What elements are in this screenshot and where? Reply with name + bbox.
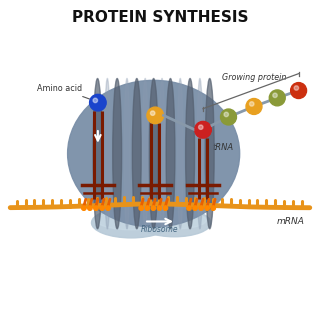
Circle shape [250, 102, 254, 106]
Circle shape [163, 206, 168, 210]
Circle shape [88, 206, 92, 210]
Circle shape [205, 206, 209, 210]
Ellipse shape [142, 212, 206, 229]
Circle shape [224, 112, 228, 117]
Circle shape [294, 86, 299, 90]
Ellipse shape [124, 78, 130, 229]
Ellipse shape [197, 78, 203, 229]
Text: PROTEIN SYNTHESIS: PROTEIN SYNTHESIS [72, 10, 248, 25]
Ellipse shape [132, 78, 141, 229]
Circle shape [94, 206, 98, 210]
Circle shape [246, 99, 262, 115]
Circle shape [106, 206, 110, 210]
Circle shape [151, 206, 156, 210]
Circle shape [269, 90, 285, 106]
Circle shape [199, 206, 203, 210]
Circle shape [193, 206, 197, 210]
Circle shape [195, 122, 211, 138]
Text: Ribosome: Ribosome [141, 225, 179, 234]
Ellipse shape [93, 78, 102, 229]
Ellipse shape [96, 211, 166, 230]
Ellipse shape [149, 78, 158, 229]
Circle shape [145, 206, 149, 210]
Circle shape [273, 93, 277, 98]
Circle shape [187, 206, 191, 210]
Circle shape [100, 206, 104, 210]
Circle shape [90, 94, 106, 111]
Circle shape [195, 122, 211, 138]
Text: Amino acid: Amino acid [37, 84, 94, 101]
Ellipse shape [113, 78, 122, 229]
Circle shape [220, 109, 236, 125]
Ellipse shape [177, 78, 183, 229]
Ellipse shape [138, 209, 211, 237]
Ellipse shape [142, 78, 148, 229]
Ellipse shape [205, 78, 214, 229]
Ellipse shape [92, 208, 171, 238]
Ellipse shape [68, 80, 240, 227]
Text: Growing protein: Growing protein [222, 73, 286, 82]
Circle shape [93, 98, 98, 103]
Ellipse shape [186, 78, 195, 229]
Circle shape [291, 83, 307, 99]
Circle shape [211, 206, 215, 210]
Ellipse shape [166, 78, 175, 229]
Circle shape [147, 107, 164, 124]
Ellipse shape [159, 78, 165, 229]
Circle shape [82, 206, 86, 210]
Circle shape [198, 125, 203, 130]
Circle shape [139, 206, 143, 210]
Circle shape [150, 111, 155, 116]
Text: tRNA: tRNA [212, 143, 234, 152]
Circle shape [157, 206, 162, 210]
Text: mRNA: mRNA [277, 217, 305, 226]
Ellipse shape [105, 78, 110, 229]
Circle shape [198, 125, 203, 129]
